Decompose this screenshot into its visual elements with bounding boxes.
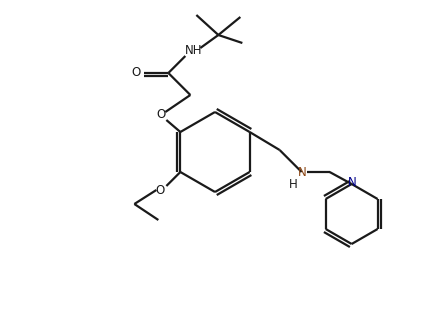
Text: N: N (348, 176, 356, 190)
Text: O: O (132, 67, 141, 80)
Text: O: O (156, 109, 166, 121)
Text: H: H (288, 178, 297, 192)
Text: N: N (298, 166, 306, 179)
Text: O: O (155, 184, 164, 196)
Text: NH: NH (184, 43, 201, 56)
